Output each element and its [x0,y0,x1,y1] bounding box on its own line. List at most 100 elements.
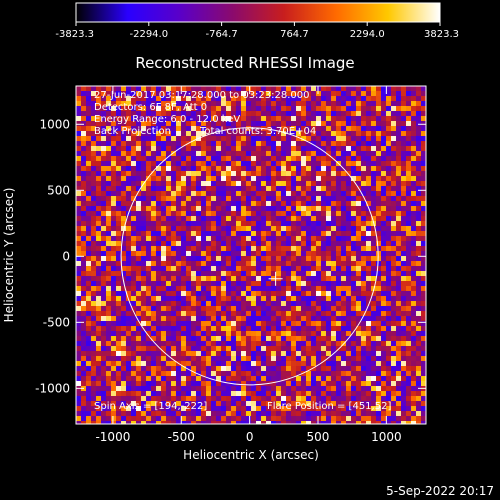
heatmap-pixel [336,106,341,111]
heatmap-pixel [256,176,261,181]
heatmap-pixel [396,401,401,406]
heatmap-pixel [301,236,306,241]
heatmap-pixel [126,141,131,146]
plot-frame [75,85,427,425]
heatmap-pixel [251,156,256,161]
heatmap-pixel [416,396,421,401]
heatmap-pixel [286,221,291,226]
heatmap-pixel [376,221,381,226]
heatmap-pixel [81,416,86,421]
heatmap-pixel [76,216,81,221]
heatmap-pixel [316,256,321,261]
heatmap-pixel [356,151,361,156]
heatmap-pixel [226,401,231,406]
heatmap-pixel [271,181,276,186]
heatmap-pixel [141,131,146,136]
heatmap-pixel [321,186,326,191]
heatmap-pixel [276,126,281,131]
heatmap-pixel [411,181,416,186]
heatmap-pixel [406,366,411,371]
heatmap-pixel [141,241,146,246]
heatmap-pixel [316,361,321,366]
heatmap-pixel [131,416,136,421]
x-axis-label: Heliocentric X (arcsec) [183,448,319,462]
heatmap-pixel [201,271,206,276]
heatmap-pixel [286,241,291,246]
heatmap-pixel [126,281,131,286]
heatmap-pixel [341,266,346,271]
heatmap-pixel [121,171,126,176]
heatmap-pixel [256,361,261,366]
heatmap-pixel [216,356,221,361]
heatmap-pixel [126,266,131,271]
heatmap-pixel [346,186,351,191]
heatmap-pixel [356,306,361,311]
heatmap-pixel [331,131,336,136]
heatmap-pixel [236,136,241,141]
heatmap-pixel [151,416,156,421]
heatmap-pixel [216,136,221,141]
heatmap-pixel [346,126,351,131]
heatmap-pixel [151,406,156,411]
heatmap-pixel [241,361,246,366]
heatmap-pixel [196,96,201,101]
heatmap-pixel [276,116,281,121]
heatmap-pixel [416,341,421,346]
heatmap-pixel [271,356,276,361]
heatmap-pixel [421,326,426,331]
heatmap-pixel [86,201,91,206]
heatmap-pixel [406,191,411,196]
heatmap-pixel [81,191,86,196]
heatmap-pixel [216,171,221,176]
heatmap-pixel [286,271,291,276]
heatmap-pixel [101,186,106,191]
heatmap-pixel [251,191,256,196]
heatmap-pixel [76,206,81,211]
heatmap-pixel [261,286,266,291]
heatmap-pixel [251,306,256,311]
heatmap-pixel [111,346,116,351]
heatmap-pixel [166,286,171,291]
heatmap-pixel [371,381,376,386]
heatmap-pixel [136,346,141,351]
heatmap-pixel [171,341,176,346]
heatmap-pixel [406,416,411,421]
heatmap-pixel [226,296,231,301]
heatmap-pixel [191,91,196,96]
heatmap-pixel [136,141,141,146]
heatmap-pixel [76,156,81,161]
heatmap-pixel [136,151,141,156]
heatmap-pixel [341,191,346,196]
heatmap-pixel [351,96,356,101]
heatmap-pixel [161,171,166,176]
heatmap-pixel [241,241,246,246]
heatmap-pixel [236,276,241,281]
heatmap-pixel [346,331,351,336]
heatmap-pixel [81,166,86,171]
heatmap-pixel [146,311,151,316]
heatmap-pixel [166,161,171,166]
heatmap-pixel [186,211,191,216]
heatmap-pixel [121,376,126,381]
heatmap-pixel [391,266,396,271]
heatmap-pixel [346,411,351,416]
heatmap-pixel [201,101,206,106]
heatmap-pixel [416,151,421,156]
heatmap-pixel [326,361,331,366]
heatmap-pixel [296,256,301,261]
heatmap-pixel [131,91,136,96]
heatmap-pixel [411,211,416,216]
heatmap-pixel [156,281,161,286]
heatmap-pixel [361,366,366,371]
heatmap-pixel [326,206,331,211]
heatmap-pixel [271,236,276,241]
heatmap-pixel [256,161,261,166]
heatmap-pixel [291,251,296,256]
heatmap-pixel [76,251,81,256]
heatmap-pixel [261,151,266,156]
heatmap-pixel [111,261,116,266]
heatmap-pixel [256,296,261,301]
heatmap-pixel [386,336,391,341]
heatmap-pixel [351,401,356,406]
heatmap-pixel [351,396,356,401]
